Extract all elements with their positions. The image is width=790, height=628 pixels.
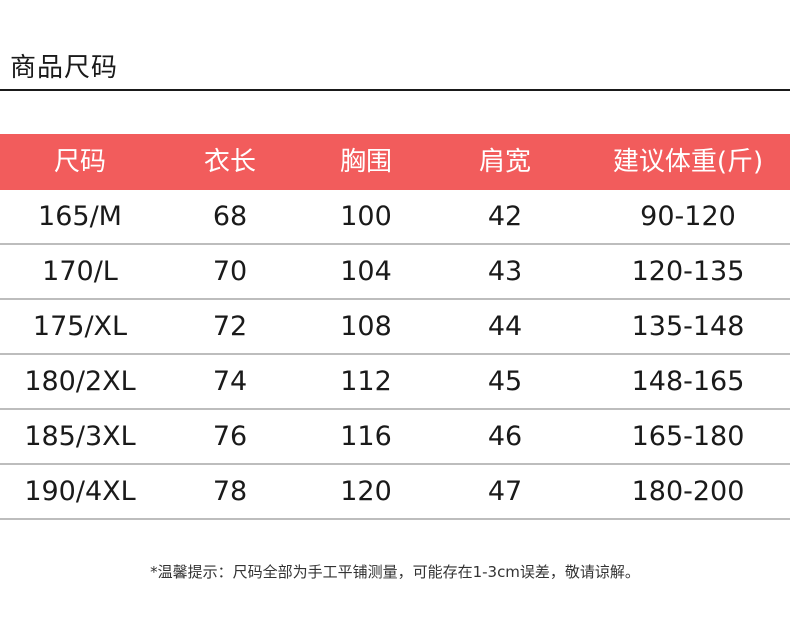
cell-weight: 135-148 [631,311,745,342]
header-shoulder: 肩宽 [478,147,532,177]
cell-chest: 112 [340,366,392,397]
cell-chest: 108 [340,311,392,342]
cell-size: 165/M [38,201,122,232]
title-divider [0,89,790,91]
table-row: 180/2XL 74 112 45 148-165 [0,355,790,410]
table-header-row: 尺码 衣长 胸围 肩宽 建议体重(斤) [0,134,790,190]
cell-weight: 165-180 [631,421,745,452]
cell-size: 190/4XL [24,476,136,507]
cell-chest: 116 [340,421,392,452]
table-row: 190/4XL 78 120 47 180-200 [0,465,790,520]
cell-shoulder: 46 [487,421,523,452]
header-length: 衣长 [203,147,257,177]
cell-shoulder: 43 [487,256,523,287]
cell-weight: 120-135 [631,256,745,287]
page-title: 商品尺码 [10,53,119,83]
cell-length: 78 [212,476,248,507]
cell-length: 68 [212,201,248,232]
header-chest: 胸围 [339,147,393,177]
table-row: 170/L 70 104 43 120-135 [0,245,790,300]
cell-weight: 180-200 [631,476,745,507]
cell-size: 180/2XL [24,366,136,397]
cell-length: 74 [212,366,248,397]
cell-size: 170/L [42,256,118,287]
cell-shoulder: 47 [487,476,523,507]
cell-weight: 148-165 [631,366,745,397]
table-row: 185/3XL 76 116 46 165-180 [0,410,790,465]
cell-shoulder: 42 [487,201,523,232]
size-table: 尺码 衣长 胸围 肩宽 建议体重(斤) 165/M 68 100 42 90-1… [0,134,790,520]
table-row: 175/XL 72 108 44 135-148 [0,300,790,355]
cell-length: 76 [212,421,248,452]
cell-length: 72 [212,311,248,342]
cell-shoulder: 44 [487,311,523,342]
cell-size: 185/3XL [24,421,136,452]
measurement-note: *温馨提示：尺码全部为手工平铺测量，可能存在1-3cm误差，敬请谅解。 [150,563,640,581]
header-size: 尺码 [53,147,107,177]
cell-chest: 100 [340,201,392,232]
header-weight: 建议体重(斤) [612,147,764,177]
cell-size: 175/XL [32,311,128,342]
cell-length: 70 [212,256,248,287]
cell-chest: 120 [340,476,392,507]
cell-weight: 90-120 [640,201,736,232]
table-row: 165/M 68 100 42 90-120 [0,190,790,245]
cell-chest: 104 [340,256,392,287]
cell-shoulder: 45 [487,366,523,397]
